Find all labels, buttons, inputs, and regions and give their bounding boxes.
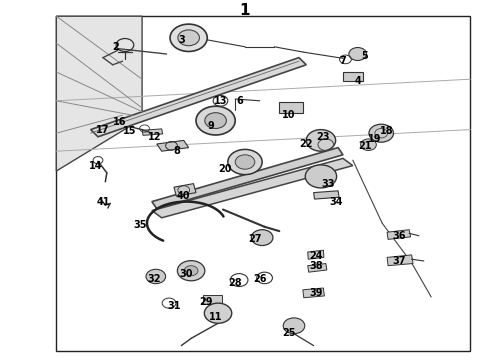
Circle shape [235,155,255,169]
Text: 4: 4 [354,76,361,86]
Circle shape [305,165,337,188]
Text: 2: 2 [112,42,119,52]
Circle shape [146,269,166,284]
Text: 34: 34 [329,197,343,207]
Text: 39: 39 [309,288,323,298]
Text: 30: 30 [179,269,193,279]
Text: 21: 21 [358,141,372,151]
Circle shape [177,261,205,281]
Text: 1: 1 [240,3,250,18]
Text: 38: 38 [309,261,323,271]
Polygon shape [387,230,411,239]
Polygon shape [343,72,363,81]
Text: 41: 41 [96,197,110,207]
Polygon shape [387,255,413,266]
Text: 5: 5 [362,51,368,61]
Circle shape [184,266,198,276]
Polygon shape [308,264,327,272]
Text: 10: 10 [282,110,296,120]
Polygon shape [56,16,142,171]
Text: 31: 31 [167,301,181,311]
Circle shape [170,24,207,51]
Circle shape [196,106,235,135]
Text: 36: 36 [392,231,406,241]
Circle shape [228,149,262,175]
Polygon shape [174,184,196,196]
Text: 7: 7 [340,56,346,66]
Text: 18: 18 [380,126,394,136]
Text: 3: 3 [178,35,185,45]
Text: 24: 24 [309,251,323,261]
Text: 32: 32 [147,274,161,284]
Text: 33: 33 [321,179,335,189]
Text: 15: 15 [123,126,137,136]
Text: 17: 17 [96,125,110,135]
Circle shape [205,113,226,129]
Text: 16: 16 [113,117,127,127]
Bar [56,16,470,351]
Text: 35: 35 [133,220,147,230]
Polygon shape [308,250,324,259]
Text: 11: 11 [209,312,222,322]
Bar [279,102,303,113]
Polygon shape [157,140,189,151]
Circle shape [251,230,273,246]
Circle shape [204,303,232,323]
Text: 8: 8 [173,146,180,156]
Circle shape [178,30,199,46]
Polygon shape [142,129,163,135]
Text: 37: 37 [392,256,406,266]
Circle shape [283,318,305,334]
Circle shape [361,139,376,150]
Text: 23: 23 [317,132,330,142]
Text: 19: 19 [368,134,382,144]
Text: 9: 9 [207,121,214,131]
Text: 6: 6 [237,96,244,106]
Text: 20: 20 [219,164,232,174]
Text: 29: 29 [199,297,213,307]
Circle shape [349,48,367,60]
Text: 27: 27 [248,234,262,244]
Polygon shape [152,148,343,209]
Polygon shape [314,191,339,199]
Text: 14: 14 [89,161,102,171]
Polygon shape [303,288,324,298]
Text: 12: 12 [147,132,161,142]
Text: 13: 13 [214,96,227,106]
Text: 25: 25 [282,328,296,338]
Polygon shape [152,158,353,218]
Bar [203,295,222,304]
Circle shape [369,124,393,142]
Text: 26: 26 [253,274,267,284]
Text: 40: 40 [177,191,191,201]
Polygon shape [91,58,306,137]
Text: 22: 22 [299,139,313,149]
Text: 28: 28 [228,278,242,288]
Circle shape [306,130,336,151]
